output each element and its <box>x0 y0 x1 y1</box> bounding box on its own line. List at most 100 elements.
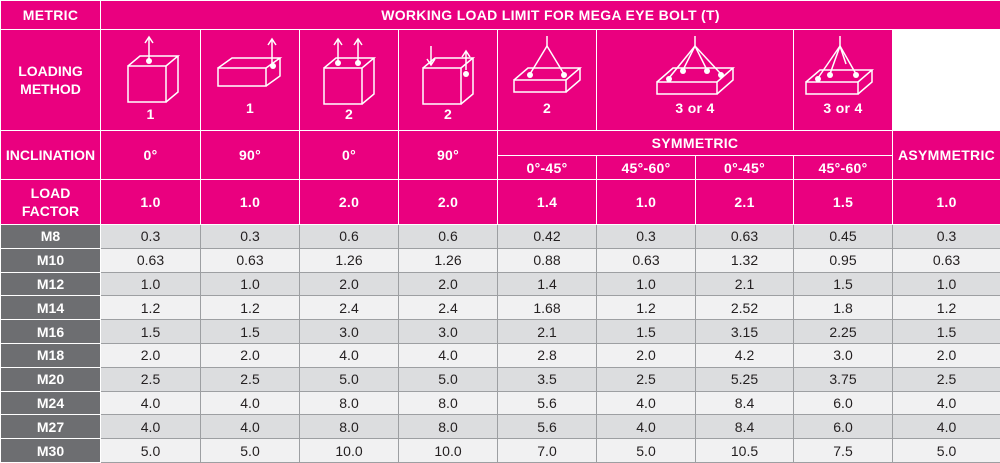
load-limit-cell: 2.0 <box>100 342 201 368</box>
loading-method-diagram-6: 3 or 4 <box>596 29 794 131</box>
load-limit-cell: 2.0 <box>299 271 399 297</box>
inclination-value-1: 0° <box>100 130 201 180</box>
plate-two-leg-sling-icon <box>513 36 583 93</box>
load-factor-label-line2: FACTOR <box>21 203 80 219</box>
load-limit-cell: 5.0 <box>200 438 300 463</box>
inclination-value-3: 0° <box>299 130 399 180</box>
load-limit-cell: 1.0 <box>200 271 300 297</box>
load-limit-cell: 5.6 <box>497 414 597 440</box>
load-limit-cell: 2.5 <box>100 366 201 392</box>
metric-size-cell: M12 <box>0 271 101 297</box>
metric-size-cell: M8 <box>0 224 101 249</box>
load-limit-cell: 2.1 <box>695 271 794 297</box>
load-factor-value: 2.0 <box>299 179 399 225</box>
load-limit-cell: 0.6 <box>299 224 399 249</box>
symmetric-angle-3: 0°-45° <box>695 155 794 180</box>
load-limit-cell: 3.0 <box>398 319 498 344</box>
load-limit-cell: 0.63 <box>200 247 300 273</box>
load-limit-cell: 4.0 <box>596 390 696 416</box>
load-limit-cell: 1.26 <box>398 247 498 273</box>
metric-size-cell: M14 <box>0 295 101 321</box>
block-single-vertical-bolt-icon <box>126 35 180 103</box>
table-row: M27 4.0 4.0 8.0 8.0 5.6 4.0 8.4 6.0 4.0 <box>0 414 1000 440</box>
table-row: M18 2.0 2.0 4.0 4.0 2.8 2.0 4.2 3.0 2.0 <box>0 342 1000 368</box>
load-limit-cell: 1.5 <box>100 319 201 344</box>
load-limit-cell: 1.4 <box>497 271 597 297</box>
table-row: M24 4.0 4.0 8.0 8.0 5.6 4.0 8.4 6.0 4.0 <box>0 390 1000 416</box>
load-limit-cell: 8.4 <box>695 414 794 440</box>
load-limit-cell: 6.0 <box>793 390 893 416</box>
load-limit-cell: 1.0 <box>891 271 1000 297</box>
loading-method-diagram-2: 1 <box>200 29 300 131</box>
loading-method-count-5: 2 <box>542 100 552 116</box>
load-limit-cell: 1.5 <box>891 319 1000 344</box>
load-limit-cell: 4.0 <box>398 342 498 368</box>
load-limit-cell: 5.25 <box>695 366 794 392</box>
metric-size-cell: M30 <box>0 438 101 463</box>
load-factor-value: 2.1 <box>695 179 794 225</box>
metric-size-cell: M20 <box>0 366 101 392</box>
loading-method-diagram-1: 1 <box>100 29 201 131</box>
load-limit-cell: 2.8 <box>497 342 597 368</box>
metric-size-cell: M27 <box>0 414 101 440</box>
load-limit-cell: 4.0 <box>596 414 696 440</box>
load-limit-cell: 0.63 <box>891 247 1000 273</box>
symmetric-angle-2: 45°-60° <box>596 155 696 180</box>
load-limit-cell: 5.0 <box>299 366 399 392</box>
metric-size-cell: M18 <box>0 342 101 368</box>
load-limit-cell: 3.75 <box>793 366 893 392</box>
load-factor-value: 2.0 <box>398 179 498 225</box>
load-limit-cell: 2.4 <box>299 295 399 321</box>
load-limit-cell: 0.63 <box>100 247 201 273</box>
load-limit-cell: 0.63 <box>596 247 696 273</box>
load-limit-cell: 1.68 <box>497 295 597 321</box>
table-row: M12 1.0 1.0 2.0 2.0 1.4 1.0 2.1 1.5 1.0 <box>0 271 1000 297</box>
load-limit-cell: 4.0 <box>891 414 1000 440</box>
data-rows: M8 0.3 0.3 0.6 0.6 0.42 0.3 0.63 0.45 0.3 M10 0.63 0… <box>0 224 1000 463</box>
load-factor-value: 1.4 <box>497 179 597 225</box>
load-limit-cell: 0.63 <box>695 224 794 249</box>
load-factor-value: 1.0 <box>891 179 1000 225</box>
load-factor-value: 1.0 <box>596 179 696 225</box>
table-row: M20 2.5 2.5 5.0 5.0 3.5 2.5 5.25 3.75 2.5 <box>0 366 1000 392</box>
block-single-side-bolt-icon <box>217 37 283 87</box>
plate-three-four-leg-sling-icon <box>656 36 735 95</box>
load-limit-cell: 6.0 <box>793 414 893 440</box>
load-limit-cell: 2.0 <box>398 271 498 297</box>
loading-method-diagram-4: 2 <box>398 29 498 131</box>
loading-method-count-7: 3 or 4 <box>823 100 863 116</box>
load-limit-cell: 7.0 <box>497 438 597 463</box>
load-limit-cell: 4.0 <box>891 390 1000 416</box>
load-limit-cell: 8.0 <box>299 414 399 440</box>
loading-method-count-6: 3 or 4 <box>675 100 715 116</box>
load-limit-cell: 2.0 <box>891 342 1000 368</box>
plate-asymmetric-sling-icon <box>805 36 875 95</box>
load-limit-cell: 2.5 <box>200 366 300 392</box>
load-limit-cell: 8.4 <box>695 390 794 416</box>
load-limit-cell: 0.3 <box>596 224 696 249</box>
load-limit-cell: 0.3 <box>100 224 201 249</box>
load-limit-cell: 5.0 <box>100 438 201 463</box>
load-factor-value: 1.5 <box>793 179 893 225</box>
table-row: M30 5.0 5.0 10.0 10.0 7.0 5.0 10.5 7.5 5.0 <box>0 438 1000 463</box>
load-limit-cell: 10.5 <box>695 438 794 463</box>
load-factor-label-line1: LOAD <box>30 185 71 201</box>
metric-size-cell: M24 <box>0 390 101 416</box>
asymmetric-header: ASYMMETRIC <box>891 130 1000 180</box>
load-limit-cell: 2.52 <box>695 295 794 321</box>
loading-method-label: LOADING METHOD <box>0 29 101 131</box>
load-limit-cell: 0.3 <box>891 224 1000 249</box>
load-limit-cell: 8.0 <box>398 414 498 440</box>
load-limit-cell: 1.8 <box>793 295 893 321</box>
load-limit-cell: 4.0 <box>200 414 300 440</box>
loading-method-count-2: 1 <box>245 100 255 116</box>
load-factor-label: LOAD FACTOR <box>0 179 101 225</box>
table-row: M10 0.63 0.63 1.26 1.26 0.88 0.63 1.32 0.95 0.63 <box>0 247 1000 273</box>
load-limit-cell: 0.95 <box>793 247 893 273</box>
inclination-label: INCLINATION <box>0 130 101 180</box>
loading-method-label-line1: LOADING <box>18 63 83 79</box>
load-limit-cell: 3.5 <box>497 366 597 392</box>
load-limit-cell: 4.0 <box>100 390 201 416</box>
load-limit-cell: 7.5 <box>793 438 893 463</box>
